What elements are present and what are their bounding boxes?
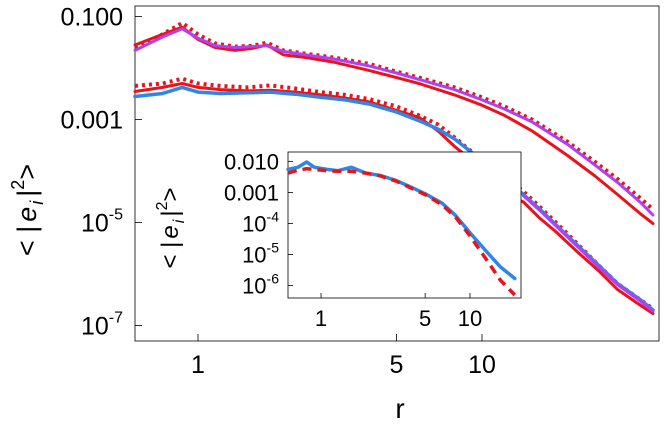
main-x-axis: 1 5 10 <box>191 334 496 379</box>
main-y-axis-title-open: < | <box>12 226 42 256</box>
main-x-tick-label-0: 1 <box>191 351 205 379</box>
main-y-tick-label-1: 0.001 <box>60 107 123 135</box>
inset-y-tick-label-3: 10-5 <box>242 240 279 268</box>
main-y-axis: 0.100 0.001 10-5 10-7 <box>60 4 142 340</box>
main-x-tick-label-1: 5 <box>390 351 404 379</box>
main-series-6 <box>522 194 655 313</box>
main-y-axis-title-close: | <box>12 190 42 197</box>
inset-y-axis-title-open: < | <box>157 242 184 269</box>
inset-x-tick-label-2: 10 <box>458 306 482 331</box>
main-y-tick-label-0: 0.100 <box>60 4 123 32</box>
main-y-axis-title-sup: 2 <box>8 180 28 190</box>
inset-x-tick-label-0: 1 <box>315 306 327 331</box>
main-y-axis-title: < | ei |2> <box>8 164 47 256</box>
inset-x-axis: 1 5 10 <box>315 293 482 331</box>
main-y-axis-title-e: e <box>12 207 42 222</box>
inset-frame <box>287 151 522 299</box>
main-plot-frame <box>134 5 660 342</box>
inset-series-0 <box>286 160 517 281</box>
main-series-2 <box>133 27 655 217</box>
main-y-axis-title-sub: i <box>27 200 47 205</box>
inset-y-axis-title-sup: 2 <box>154 201 171 210</box>
main-series-layer <box>133 20 655 316</box>
inset-y-axis-title-e: e <box>157 225 184 238</box>
main-x-axis-title: r <box>395 393 404 424</box>
main-series-1 <box>134 20 655 211</box>
main-y-axis-title-end: > <box>12 164 42 180</box>
main-y-tick-label-2: 10-5 <box>81 207 123 238</box>
inset-y-axis-title-sub: i <box>171 219 188 223</box>
main-series-3 <box>133 82 655 316</box>
inset-series-layer <box>286 160 517 297</box>
inset-y-tick-label-2: 10-4 <box>242 208 279 236</box>
inset-y-axis-title-close: | <box>157 210 184 216</box>
inset-y-axis-title: < | ei |2> <box>154 188 188 269</box>
main-y-tick-label-3: 10-7 <box>81 309 123 340</box>
main-x-tick-label-2: 10 <box>468 351 496 379</box>
main-series-4 <box>134 76 655 311</box>
inset-y-tick-label-0: 0.010 <box>224 149 279 174</box>
inset-y-axis: 0.010 0.001 10-4 10-5 10-6 <box>224 149 293 299</box>
inset-y-axis-title-end: > <box>157 188 184 202</box>
inset-x-tick-label-1: 5 <box>419 306 431 331</box>
inset-y-tick-label-1: 0.001 <box>224 180 279 205</box>
inset-y-tick-label-4: 10-6 <box>242 271 279 299</box>
